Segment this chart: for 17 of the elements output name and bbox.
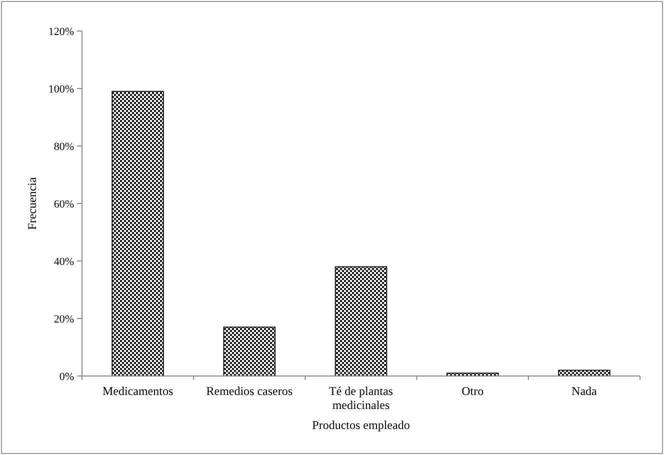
bar [334, 266, 388, 376]
y-tick-label: 80% [54, 140, 74, 153]
x-tick-label: Otro [462, 384, 484, 398]
y-axis-title: Frecuencia [25, 176, 39, 230]
x-tick-label: Medicamentos [102, 384, 174, 398]
y-tick-label: 60% [54, 198, 74, 210]
x-tick-label: Remedios caseros [206, 384, 293, 398]
x-tick-label: Té de plantas medicinales [329, 384, 394, 412]
bar [112, 90, 164, 376]
y-tick-label: 20% [54, 313, 74, 326]
y-tick-label: 40% [54, 256, 74, 268]
x-axis-title: Productos empleado [312, 418, 410, 432]
y-tick-label: 0% [59, 370, 74, 383]
y-tick-label: 100% [48, 83, 74, 96]
y-tick-label: 120% [48, 26, 74, 38]
bar [223, 326, 276, 376]
x-tick-label: Nada [572, 384, 598, 398]
